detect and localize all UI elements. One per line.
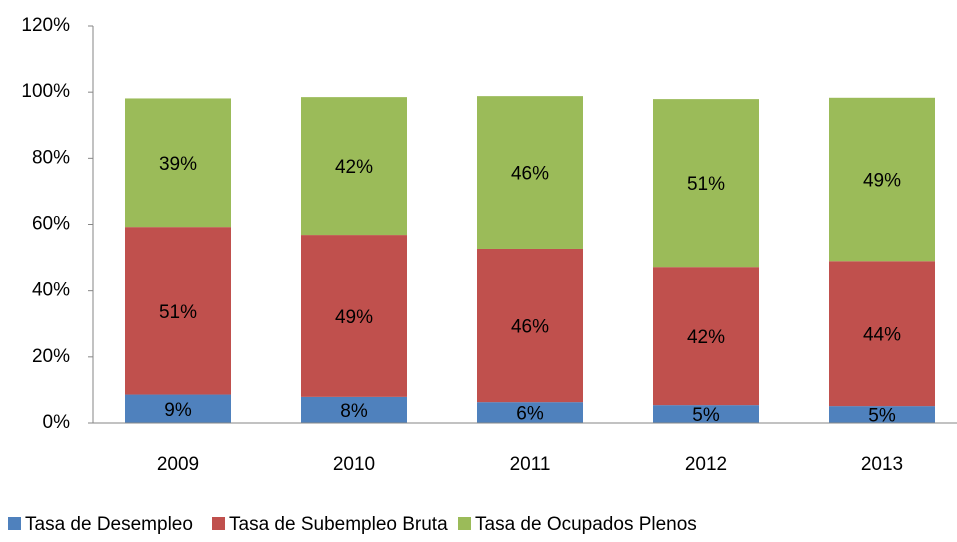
bar-segment — [477, 248, 583, 403]
bar-segment — [125, 394, 231, 423]
x-tick-label: 2010 — [333, 454, 375, 475]
y-tick-label: 0% — [43, 412, 71, 433]
data-label: 51% — [159, 302, 197, 323]
legend-swatch — [212, 517, 225, 530]
x-tick-label: 2011 — [510, 454, 551, 475]
legend-label: Tasa de Subempleo Bruta — [229, 514, 448, 535]
bar-segment — [125, 227, 231, 395]
y-tick-label: 80% — [32, 147, 70, 168]
x-tick-label: 2009 — [157, 454, 199, 475]
data-label: 9% — [164, 400, 192, 421]
data-label: 46% — [511, 317, 549, 338]
bar-segment — [301, 235, 407, 397]
data-label: 46% — [511, 164, 549, 185]
bar-segment — [829, 406, 935, 423]
data-label: 51% — [687, 174, 725, 195]
legend-label: Tasa de Ocupados Plenos — [475, 514, 697, 535]
bar-segment — [653, 99, 759, 268]
bar-segment — [653, 405, 759, 423]
bar-segment — [477, 96, 583, 249]
y-tick-label: 40% — [32, 280, 70, 301]
bar-segment — [477, 402, 583, 423]
bar-segment — [125, 98, 231, 228]
data-label: 44% — [863, 325, 901, 346]
y-tick-label: 20% — [32, 346, 70, 367]
legend-swatch — [458, 517, 471, 530]
data-label: 39% — [159, 154, 197, 175]
bar-segment — [829, 97, 935, 262]
bar-segment — [653, 267, 759, 406]
y-tick-label: 100% — [21, 81, 70, 102]
bar-segment — [301, 97, 407, 236]
data-label: 8% — [340, 401, 368, 422]
legend-label: Tasa de Desempleo — [25, 514, 193, 535]
x-tick-label: 2012 — [685, 454, 727, 475]
data-label: 6% — [516, 404, 544, 425]
y-tick-label: 60% — [32, 214, 70, 235]
x-tick-label: 2013 — [861, 454, 903, 475]
legend-swatch — [8, 517, 21, 530]
data-label: 49% — [335, 307, 373, 328]
bar-segment — [829, 261, 935, 407]
data-label: 42% — [687, 327, 725, 348]
data-label: 42% — [335, 157, 373, 178]
data-label: 49% — [863, 171, 901, 192]
y-tick-label: 120% — [21, 15, 70, 36]
data-label: 5% — [692, 405, 720, 426]
bar-segment — [301, 396, 407, 423]
data-label: 5% — [868, 406, 896, 427]
